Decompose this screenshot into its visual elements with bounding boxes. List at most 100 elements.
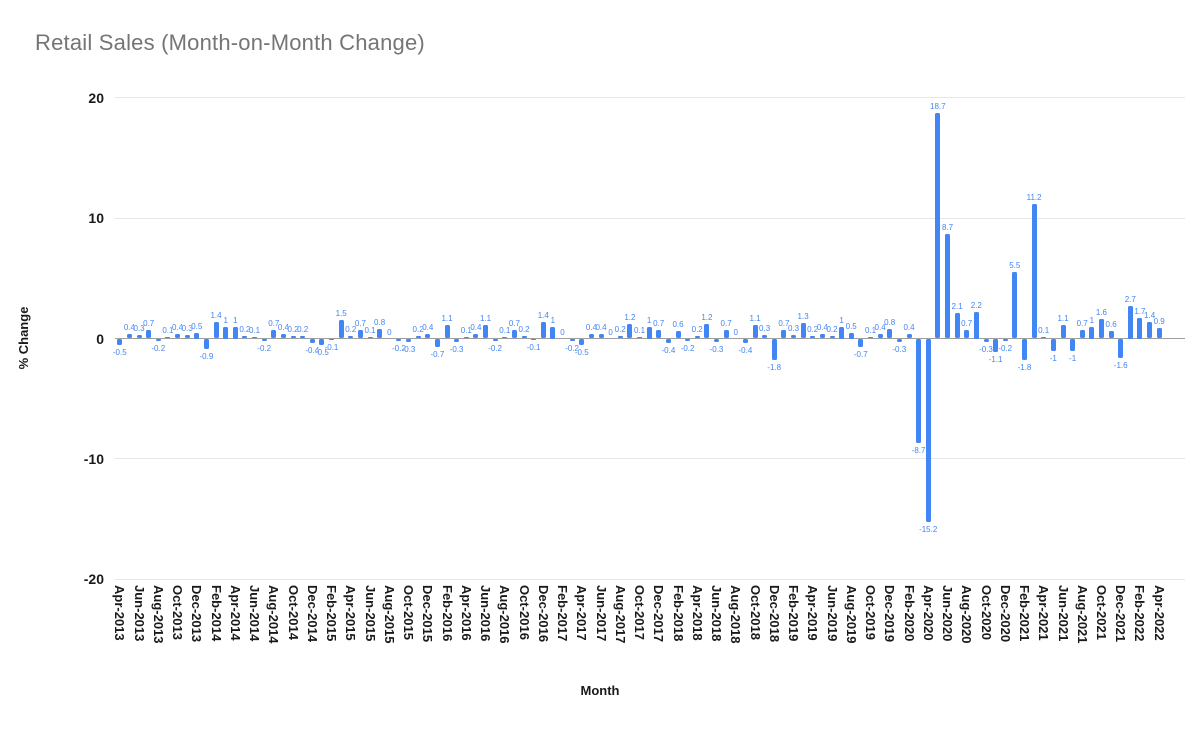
bar[interactable] [617,336,623,339]
bar[interactable] [781,330,787,339]
bar[interactable] [993,338,999,352]
bar[interactable] [1108,331,1114,339]
bar[interactable] [540,321,546,339]
bar[interactable] [762,334,768,339]
bar[interactable] [511,330,517,339]
bar[interactable] [280,333,286,339]
bar[interactable] [531,338,537,340]
bar[interactable] [550,326,556,339]
bar[interactable] [155,338,161,341]
bar[interactable] [839,326,845,339]
bar[interactable] [1156,327,1162,339]
bar[interactable] [916,338,922,444]
bar[interactable] [194,332,200,339]
bar[interactable] [1089,326,1095,339]
bar[interactable] [627,324,633,339]
bar[interactable] [203,338,209,350]
bar[interactable] [887,328,893,339]
bar[interactable] [723,330,729,339]
bar[interactable] [858,338,864,347]
bar[interactable] [223,326,229,339]
bar[interactable] [1002,338,1008,341]
bar[interactable] [579,338,585,345]
bar[interactable] [810,336,816,339]
bar[interactable] [425,333,431,339]
bar[interactable] [1070,338,1076,351]
bar[interactable] [791,334,796,339]
bar[interactable] [964,330,970,339]
bar[interactable] [954,313,960,339]
bar[interactable] [213,321,219,339]
bar[interactable] [184,334,190,339]
bar[interactable] [396,338,402,341]
bar[interactable] [656,330,662,339]
bar[interactable] [232,326,238,339]
bar[interactable] [665,338,671,344]
bar[interactable] [973,312,979,339]
bar[interactable] [1041,337,1047,339]
bar[interactable] [406,338,411,343]
bar[interactable] [569,338,575,341]
bar[interactable] [165,337,171,339]
bar[interactable] [309,338,315,344]
bar[interactable] [704,324,710,339]
bar[interactable] [367,337,373,339]
bar[interactable] [146,330,152,339]
bar[interactable] [252,337,257,339]
bar[interactable] [261,338,267,341]
bar[interactable] [1031,203,1037,339]
bar[interactable] [819,333,825,339]
bar[interactable] [637,337,642,339]
bar[interactable] [868,337,873,339]
bar[interactable] [877,333,883,339]
bar[interactable] [848,332,854,339]
bar[interactable] [829,336,835,339]
bar[interactable] [434,338,440,347]
bar[interactable] [357,330,363,339]
bar[interactable] [896,338,902,343]
bar[interactable] [271,330,277,339]
bar[interactable] [1050,338,1056,351]
bar[interactable] [136,334,142,339]
bar[interactable] [1060,325,1066,339]
bar[interactable] [675,331,681,339]
bar[interactable] [925,338,931,522]
bar[interactable] [242,336,248,339]
bar[interactable] [348,336,354,339]
bar[interactable] [752,325,758,339]
bar[interactable] [800,322,806,339]
bar[interactable] [329,338,334,340]
bar[interactable] [771,338,777,361]
bar[interactable] [1012,272,1018,339]
bar[interactable] [906,333,912,339]
bar[interactable] [1137,318,1143,339]
bar[interactable] [502,337,508,339]
bar[interactable] [945,233,950,339]
bar[interactable] [1147,321,1153,339]
bar[interactable] [1127,306,1133,339]
bar[interactable] [714,338,719,343]
bar[interactable] [377,328,383,339]
bar[interactable] [444,325,450,339]
bar[interactable] [483,325,488,339]
bar[interactable] [454,338,460,343]
bar[interactable] [175,333,180,339]
bar[interactable] [1118,338,1124,358]
bar[interactable] [290,336,296,339]
bar[interactable] [694,336,700,339]
bar[interactable] [117,338,123,345]
bar[interactable] [598,333,604,339]
bar[interactable] [983,338,989,343]
bar[interactable] [646,326,652,339]
bar[interactable] [492,338,498,341]
bar[interactable] [473,333,479,339]
bar[interactable] [1079,330,1085,339]
bar[interactable] [935,113,941,339]
bar[interactable] [1022,338,1027,361]
bar[interactable] [1098,319,1104,339]
bar[interactable] [126,333,132,339]
bar[interactable] [415,336,421,339]
bar[interactable] [521,336,527,339]
bar[interactable] [463,337,469,339]
bar[interactable] [338,320,344,339]
